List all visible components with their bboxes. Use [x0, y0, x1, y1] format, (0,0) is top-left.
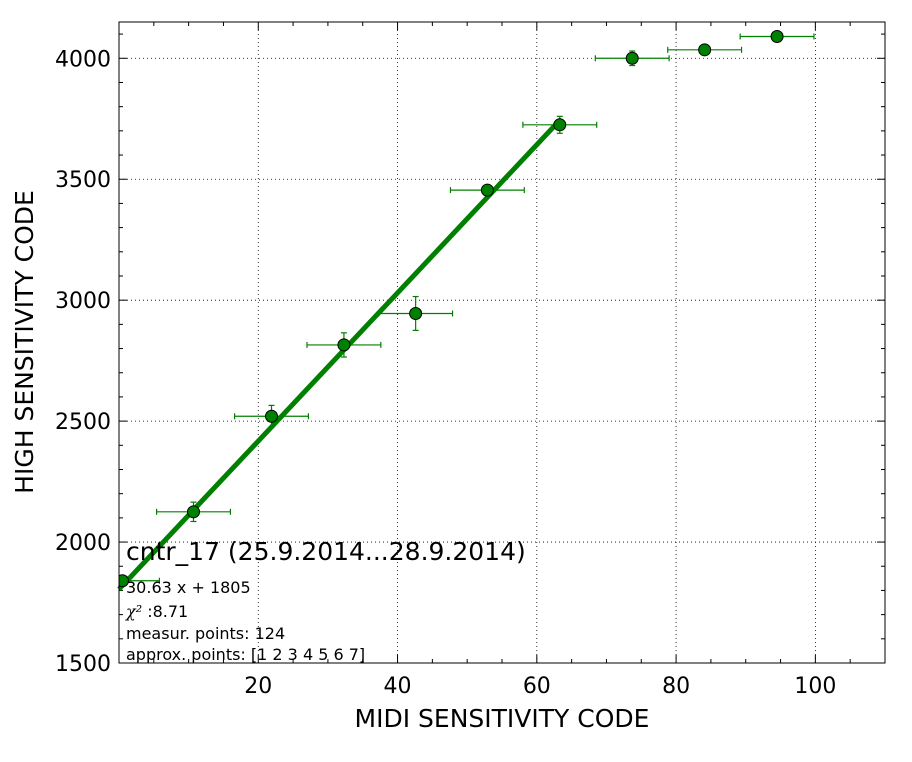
- data-point: [337, 338, 351, 352]
- data-point: [553, 118, 567, 132]
- data-point: [119, 574, 129, 588]
- data-point: [625, 51, 639, 65]
- grid: [119, 22, 885, 664]
- annotation-measur-points: measur. points: 124: [126, 624, 285, 643]
- y-tick-label: 4000: [55, 47, 111, 72]
- x-tick-label: 20: [244, 674, 272, 699]
- chi-symbol: χ²: [125, 602, 142, 621]
- x-tick-label: 100: [794, 674, 836, 699]
- y-tick-label: 2000: [55, 531, 111, 556]
- axis-ticks: [119, 22, 885, 664]
- chi-value: :8.71: [142, 602, 188, 621]
- data-points: [119, 30, 784, 588]
- x-tick-label: 40: [384, 674, 412, 699]
- plot-frame: [118, 21, 886, 664]
- data-point: [480, 183, 494, 197]
- data-point: [770, 30, 784, 44]
- y-tick-label: 1500: [55, 652, 111, 677]
- y-tick-label: 2500: [55, 410, 111, 435]
- y-tick-label: 3000: [55, 289, 111, 314]
- data-point: [187, 505, 201, 519]
- x-tick-label: 60: [523, 674, 551, 699]
- x-axis-label: MIDI SENSITIVITY CODE: [355, 704, 650, 733]
- x-tick-label: 80: [662, 674, 690, 699]
- annotation-title: cntr_17 (25.9.2014...28.9.2014): [126, 537, 526, 566]
- annotation-equation: 30.63 x + 1805: [126, 578, 251, 597]
- data-point: [698, 43, 712, 57]
- y-tick-label: 3500: [55, 168, 111, 193]
- data-point: [265, 409, 279, 423]
- tick-labels: 20 40 60 80 100 1500 2000 2500 3000 3500 4000: [55, 47, 836, 699]
- errorbars: [119, 32, 815, 584]
- annotation-approx-points: approx. points: [1 2 3 4 5 6 7]: [126, 645, 365, 664]
- y-axis-label: HIGH SENSITIVITY CODE: [10, 190, 39, 494]
- annotation-chi-square: χ² :8.71: [125, 602, 188, 621]
- data-point: [409, 306, 423, 320]
